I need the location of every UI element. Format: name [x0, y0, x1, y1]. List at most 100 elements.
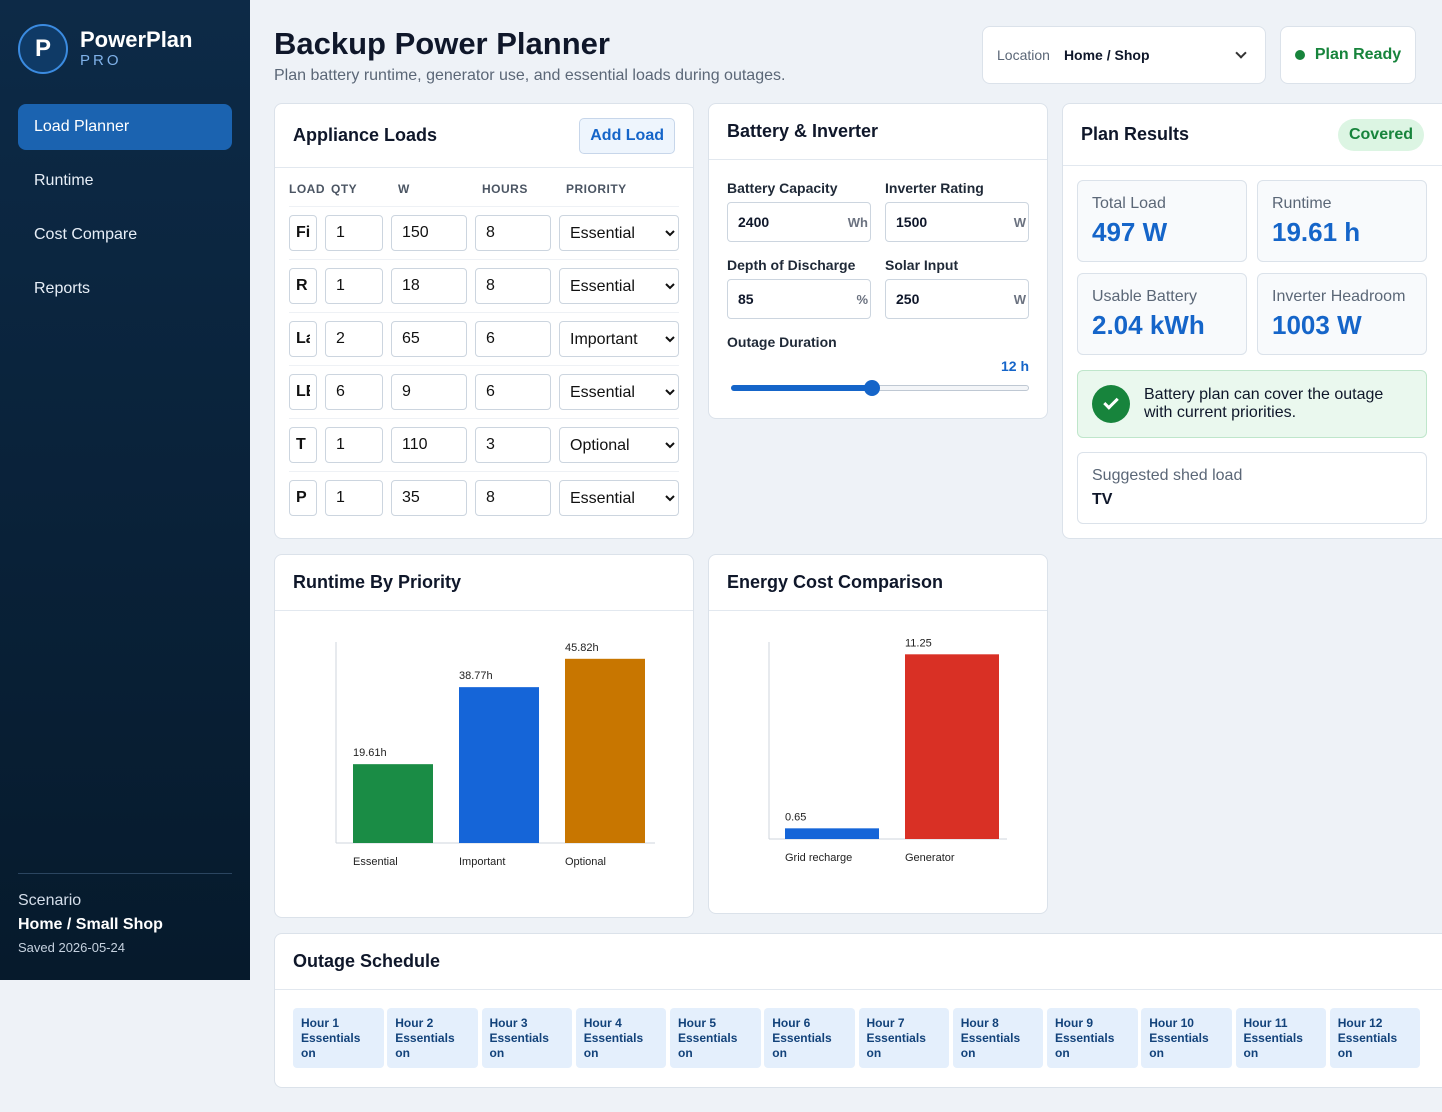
page-title: Backup Power Planner — [274, 26, 610, 61]
category-label: Essential — [353, 856, 398, 868]
schedule-status: Essentials on — [489, 1031, 549, 1060]
sidebar-item-runtime[interactable]: Runtime — [34, 172, 94, 189]
load-qty-input[interactable] — [325, 480, 383, 516]
schedule-status: Essentials on — [395, 1031, 455, 1060]
outage-duration-field: Outage Duration 12 h — [727, 334, 1029, 398]
add-load-button[interactable]: Add Load — [579, 117, 675, 154]
chart-bar — [459, 687, 539, 843]
outage-duration-label: Outage Duration — [727, 334, 837, 350]
scenario-name: Home / Small Shop — [18, 916, 163, 933]
load-name-input[interactable] — [289, 268, 317, 304]
sidebar-item-cost-compare[interactable]: Cost Compare — [34, 226, 138, 243]
schedule-hour: Hour 1 — [301, 1016, 340, 1030]
sidebar-item-reports[interactable]: Reports — [34, 280, 91, 297]
load-hours-input[interactable] — [475, 215, 551, 251]
scenario-saved: Saved 2026-05-24 — [18, 940, 125, 955]
schedule-item: Hour 12 Essentials on — [1329, 1008, 1421, 1068]
scenario-panel: Scenario Home / Small Shop Saved 2026-05… — [18, 873, 232, 955]
load-hours-input[interactable] — [475, 480, 551, 516]
load-name-input[interactable] — [289, 374, 317, 410]
schedule-item: Hour 11 Essentials on — [1235, 1008, 1327, 1068]
load-priority-select[interactable]: EssentialImportantOptional — [559, 480, 679, 516]
runtime-chart-title: Runtime By Priority — [293, 572, 462, 592]
schedule-item: Hour 8 Essentials on — [952, 1008, 1044, 1068]
bar-value-label: 45.82h — [565, 642, 599, 654]
stat-runtime: Runtime 19.61 h — [1257, 180, 1427, 262]
load-qty-input[interactable] — [325, 427, 383, 463]
load-watts-input[interactable] — [391, 427, 467, 463]
load-hours-input[interactable] — [475, 321, 551, 357]
runtime-by-priority-chart: 19.61h Essential 38.77h Important 45.82h Opti… — [335, 642, 655, 868]
schedule-hour: Hour 9 — [1055, 1016, 1094, 1030]
table-row: EssentialImportantOptional — [289, 418, 679, 471]
schedule-status: Essentials on — [772, 1031, 832, 1060]
load-watts-input[interactable] — [391, 321, 467, 357]
schedule-hour: Hour 6 — [772, 1016, 811, 1030]
sidebar: P PowerPlan PRO Load Planner Runtime Cos… — [0, 0, 250, 980]
inverter-rating-label: Inverter Rating — [885, 180, 984, 196]
solar-input-value: 250 — [896, 291, 920, 307]
solar-input-label: Solar Input — [885, 257, 959, 273]
load-priority-select[interactable]: EssentialImportantOptional — [559, 268, 679, 304]
load-qty-input[interactable] — [325, 215, 383, 251]
loads-table-header: LOAD QTY W HOURS PRIORITY — [275, 168, 693, 206]
load-priority-select[interactable]: EssentialImportantOptional — [559, 427, 679, 463]
app-name: PowerPlan — [80, 27, 193, 52]
status-badge: Plan Ready — [1280, 26, 1416, 84]
load-priority-select[interactable]: EssentialImportantOptional — [559, 374, 679, 410]
category-label: Important — [459, 856, 505, 868]
col-hours: HOURS — [482, 182, 528, 196]
sidebar-item-load-planner[interactable]: Load Planner — [18, 104, 232, 150]
load-qty-input[interactable] — [325, 374, 383, 410]
status-text: Plan Ready — [1314, 46, 1402, 63]
battery-capacity-input[interactable]: 2400 Wh — [727, 202, 871, 242]
inverter-rating-unit: W — [1013, 214, 1026, 230]
load-qty-input[interactable] — [325, 321, 383, 357]
schedule-hour: Hour 2 — [395, 1016, 434, 1030]
slider-thumb[interactable] — [864, 380, 881, 396]
load-name-input[interactable] — [289, 427, 317, 463]
load-name-input[interactable] — [289, 321, 317, 357]
page-subtitle: Plan battery runtime, generator use, and… — [274, 67, 786, 84]
load-watts-input[interactable] — [391, 268, 467, 304]
schedule-status: Essentials on — [1055, 1031, 1115, 1060]
load-priority-select[interactable]: EssentialImportantOptional — [559, 321, 679, 357]
load-hours-input[interactable] — [475, 374, 551, 410]
inverter-rating-input[interactable]: 1500 W — [885, 202, 1029, 242]
schedule-hour: Hour 12 — [1337, 1016, 1383, 1030]
location-select[interactable]: Location Home / Shop — [982, 26, 1266, 84]
dod-label: Depth of Discharge — [727, 257, 856, 273]
dod-input[interactable]: 85% — [727, 279, 871, 319]
battery-capacity-field: Battery Capacity 2400 Wh — [727, 180, 871, 242]
schedule-item: Hour 5 Essentials on — [670, 1008, 761, 1068]
load-watts-input[interactable] — [391, 480, 467, 516]
covered-badge: Covered — [1337, 118, 1424, 151]
load-watts-input[interactable] — [391, 215, 467, 251]
load-name-input[interactable] — [289, 480, 317, 516]
load-name-input[interactable] — [289, 215, 317, 251]
schedule-item: Hour 3 Essentials on — [481, 1008, 573, 1068]
load-qty-input[interactable] — [325, 268, 383, 304]
load-watts-input[interactable] — [391, 374, 467, 410]
schedule-hour: Hour 3 — [489, 1016, 528, 1030]
energy-cost-chart: 0.65 Grid recharge 11.25 Generator — [768, 637, 1007, 864]
load-hours-input[interactable] — [475, 427, 551, 463]
schedule-status: Essentials on — [1337, 1031, 1398, 1060]
schedule-item: Hour 9 Essentials on — [1047, 1008, 1138, 1068]
stat-value: 497 W — [1092, 217, 1168, 247]
stat-inverter-headroom: Inverter Headroom 1003 W — [1257, 273, 1427, 355]
plan-results-card: Plan Results Covered Total Load 497 W Ru… — [1062, 103, 1442, 539]
schedule-status: Essentials on — [301, 1031, 361, 1060]
solar-input-unit: W — [1013, 291, 1026, 307]
solar-input-input[interactable]: 250 W — [885, 279, 1029, 319]
load-priority-select[interactable]: EssentialImportantOptional — [559, 215, 679, 251]
location-value: Home / Shop — [1063, 47, 1150, 63]
runtime-chart-card: Runtime By Priority 19.61h Essential 38.77… — [274, 554, 694, 918]
category-label: Generator — [905, 852, 955, 864]
battery-capacity-value: 2400 — [738, 214, 770, 230]
schedule-list: Hour 1 Essentials on Hour 2 Essentials on Ho… — [275, 990, 1442, 1068]
outage-duration-slider[interactable] — [727, 378, 1029, 398]
load-hours-input[interactable] — [475, 268, 551, 304]
stat-total-load: Total Load 497 W — [1077, 180, 1247, 262]
scenario-label: Scenario — [18, 892, 82, 909]
